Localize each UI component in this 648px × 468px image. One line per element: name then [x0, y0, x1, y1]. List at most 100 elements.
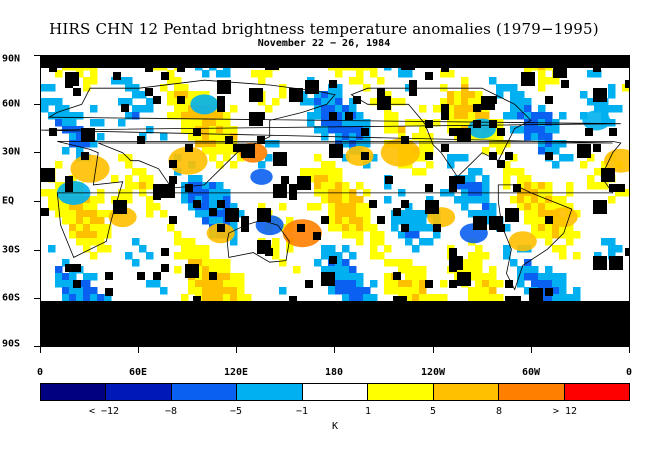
anomaly-cell: [335, 224, 343, 232]
anomaly-cell: [475, 112, 483, 120]
anomaly-cell: [356, 224, 364, 232]
anomaly-cell: [363, 224, 371, 232]
anomaly-cell: [139, 245, 147, 253]
anomaly-cell: [195, 119, 203, 127]
missing-data-block: [441, 64, 449, 72]
anomaly-cell: [83, 217, 91, 225]
missing-data-block: [497, 128, 505, 136]
anomaly-cell: [531, 203, 539, 211]
anomaly-cell: [181, 91, 189, 99]
anomaly-cell: [272, 140, 280, 148]
anomaly-cell: [342, 224, 350, 232]
missing-data-block: [505, 208, 519, 222]
anomaly-cell: [356, 203, 364, 211]
missing-data-block: [249, 88, 263, 102]
missing-data-block: [329, 256, 337, 264]
missing-data-block: [409, 80, 417, 88]
anomaly-cell: [188, 196, 196, 204]
anomaly-cell: [41, 84, 49, 92]
anomaly-cell: [90, 294, 98, 302]
missing-data-block: [473, 120, 481, 128]
anomaly-cell: [55, 161, 63, 169]
colorbar-swatch: [302, 384, 369, 400]
missing-data-block: [425, 184, 433, 192]
missing-data-block: [49, 64, 57, 72]
missing-data-block: [369, 200, 377, 208]
anomaly-cell: [503, 175, 511, 183]
anomaly-cell: [237, 294, 245, 302]
anomaly-cell: [209, 266, 217, 274]
anomaly-patch: [508, 231, 537, 252]
anomaly-cell: [503, 161, 511, 169]
lon-tick: [531, 347, 532, 353]
anomaly-cell: [335, 70, 343, 78]
anomaly-cell: [559, 280, 567, 288]
anomaly-cell: [496, 84, 504, 92]
anomaly-cell: [90, 252, 98, 260]
colorbar-swatch: [41, 384, 107, 400]
anomaly-cell: [118, 196, 126, 204]
lat-label-90n: 90N: [2, 53, 21, 65]
anomaly-cell: [538, 210, 546, 218]
anomaly-cell: [76, 70, 84, 78]
anomaly-cell: [209, 126, 217, 134]
anomaly-cell: [482, 273, 490, 281]
anomaly-cell: [335, 287, 343, 295]
anomaly-cell: [90, 196, 98, 204]
anomaly-cell: [440, 294, 448, 302]
anomaly-cell: [76, 210, 84, 218]
anomaly-cell: [608, 84, 616, 92]
anomaly-cell: [55, 98, 63, 106]
anomaly-cell: [412, 119, 420, 127]
anomaly-cell: [517, 280, 525, 288]
anomaly-cell: [419, 294, 427, 302]
anomaly-cell: [566, 294, 574, 302]
missing-data-block: [617, 184, 625, 192]
anomaly-cell: [202, 126, 210, 134]
anomaly-cell: [202, 182, 210, 190]
anomaly-cell: [370, 294, 378, 302]
missing-data-block: [177, 64, 185, 72]
anomaly-cell: [307, 203, 315, 211]
anomaly-cell: [615, 245, 623, 253]
anomaly-cell: [468, 196, 476, 204]
anomaly-cell: [69, 133, 77, 141]
anomaly-cell: [216, 140, 224, 148]
anomaly-cell: [237, 273, 245, 281]
missing-data-block: [401, 200, 409, 208]
missing-data-block: [513, 296, 521, 304]
anomaly-cell: [608, 105, 616, 113]
anomaly-cell: [468, 294, 476, 302]
anomaly-cell: [391, 126, 399, 134]
anomaly-cell: [545, 147, 553, 155]
anomaly-cell: [335, 175, 343, 183]
anomaly-cell: [328, 266, 336, 274]
anomaly-cell: [391, 98, 399, 106]
anomaly-cell: [76, 112, 84, 120]
anomaly-cell: [510, 154, 518, 162]
missing-data-block: [65, 264, 73, 272]
anomaly-cell: [405, 231, 413, 239]
anomaly-cell: [510, 91, 518, 99]
anomaly-cell: [216, 210, 224, 218]
missing-data-band-north: [41, 56, 629, 68]
anomaly-cell: [538, 70, 546, 78]
lat-label-60s: 60S: [2, 292, 21, 304]
anomaly-cell: [216, 266, 224, 274]
anomaly-cell: [104, 294, 112, 302]
colorbar-label: −5: [229, 406, 243, 417]
anomaly-cell: [265, 70, 273, 78]
anomaly-cell: [209, 196, 217, 204]
missing-data-block: [553, 64, 567, 78]
missing-data-block: [489, 216, 503, 230]
anomaly-cell: [370, 224, 378, 232]
missing-data-block: [81, 152, 89, 160]
anomaly-cell: [559, 287, 567, 295]
missing-data-block: [497, 160, 505, 168]
anomaly-cell: [426, 224, 434, 232]
anomaly-cell: [118, 154, 126, 162]
anomaly-cell: [314, 203, 322, 211]
anomaly-cell: [391, 217, 399, 225]
anomaly-cell: [202, 119, 210, 127]
anomaly-cell: [517, 91, 525, 99]
